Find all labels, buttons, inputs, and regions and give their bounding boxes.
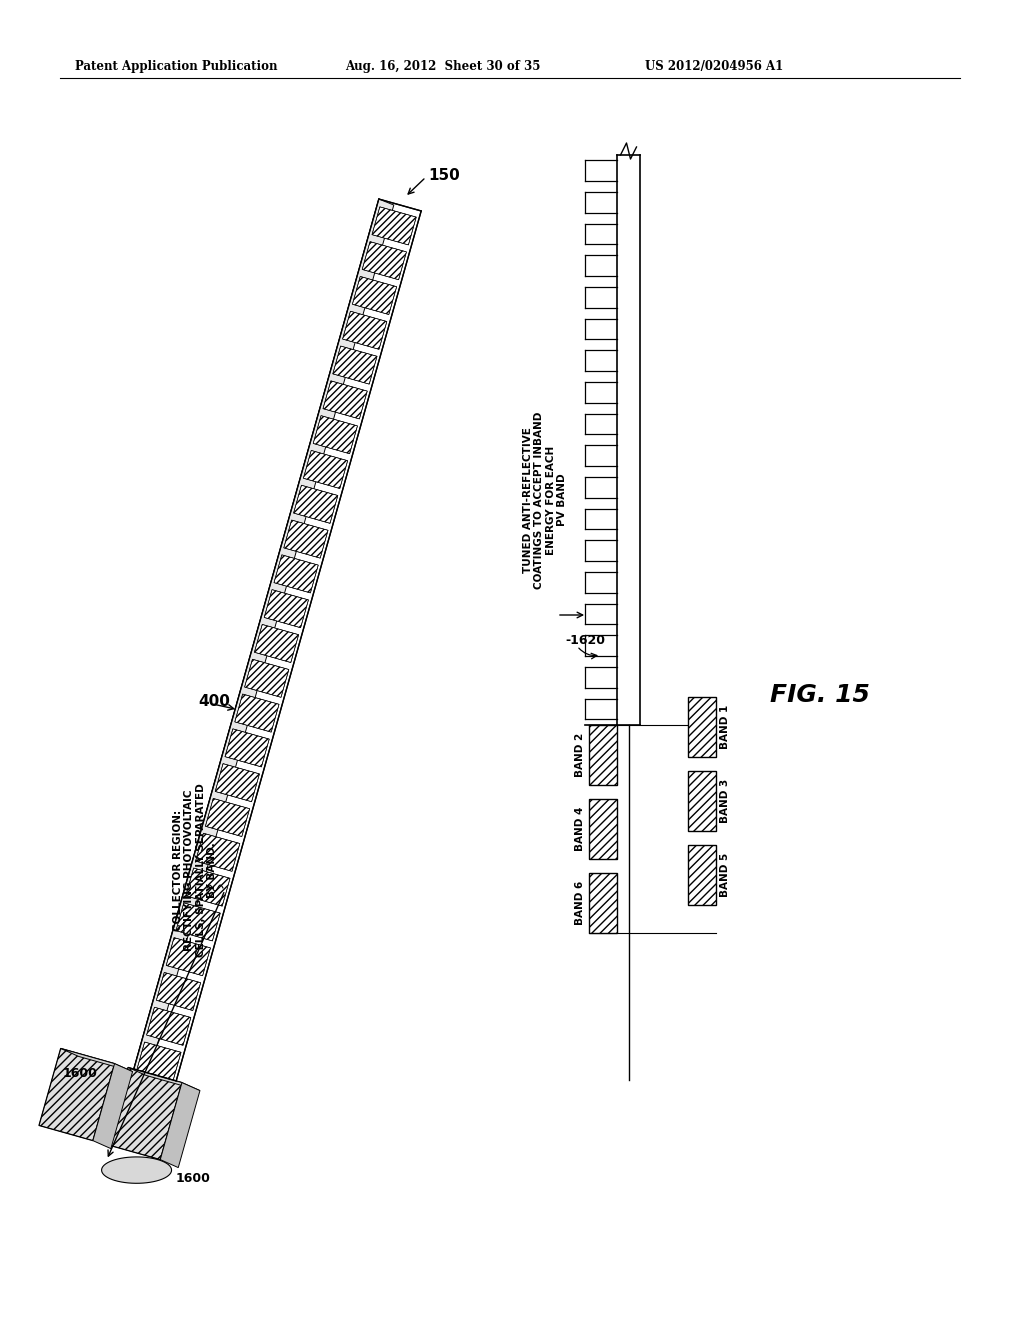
- Polygon shape: [303, 450, 348, 488]
- Text: 1600: 1600: [62, 1068, 97, 1081]
- Polygon shape: [323, 381, 368, 418]
- Text: COLLECTOR REGION:
RECTIFYING PHOTOVOLTAIC
CELLS, SPATIALLY SEPARATED
BY BAND.: COLLECTOR REGION: RECTIFYING PHOTOVOLTAI…: [173, 783, 217, 957]
- Polygon shape: [93, 1064, 132, 1148]
- Text: US 2012/0204956 A1: US 2012/0204956 A1: [645, 59, 783, 73]
- Text: 150: 150: [428, 168, 460, 182]
- Bar: [589, 799, 617, 859]
- Polygon shape: [294, 486, 338, 523]
- Polygon shape: [274, 554, 318, 593]
- Text: FIG. 15: FIG. 15: [770, 682, 870, 708]
- Polygon shape: [60, 1048, 132, 1072]
- Polygon shape: [352, 276, 396, 314]
- Polygon shape: [206, 799, 250, 837]
- Bar: [688, 771, 716, 832]
- Polygon shape: [106, 1068, 182, 1159]
- Polygon shape: [254, 624, 299, 663]
- Polygon shape: [166, 937, 211, 975]
- Polygon shape: [264, 590, 308, 628]
- Polygon shape: [101, 1156, 172, 1183]
- Bar: [589, 799, 617, 859]
- Text: BAND 5: BAND 5: [720, 853, 730, 898]
- Bar: [589, 725, 617, 785]
- Text: TUNED ANTI-REFLECTIVE
COATINGS TO ACCEPT INBAND
ENERGY FOR EACH
PV BAND: TUNED ANTI-REFLECTIVE COATINGS TO ACCEPT…: [522, 412, 567, 589]
- Bar: [589, 725, 617, 785]
- Polygon shape: [196, 833, 240, 871]
- Text: BAND 3: BAND 3: [720, 779, 730, 824]
- Bar: [688, 697, 716, 756]
- Polygon shape: [234, 694, 280, 733]
- Text: BAND 1: BAND 1: [720, 705, 730, 750]
- Polygon shape: [313, 416, 357, 454]
- Polygon shape: [137, 1041, 181, 1080]
- Polygon shape: [176, 903, 220, 941]
- Polygon shape: [185, 869, 230, 906]
- Polygon shape: [128, 1068, 200, 1090]
- Text: Patent Application Publication: Patent Application Publication: [75, 59, 278, 73]
- Polygon shape: [161, 1082, 200, 1168]
- Text: 1600: 1600: [176, 1172, 211, 1184]
- Bar: [688, 845, 716, 906]
- Polygon shape: [215, 764, 259, 801]
- Polygon shape: [225, 729, 269, 767]
- Text: BAND 2: BAND 2: [575, 733, 585, 777]
- Bar: [589, 873, 617, 933]
- Bar: [688, 845, 716, 906]
- Polygon shape: [245, 659, 289, 697]
- Bar: [688, 697, 716, 756]
- Bar: [589, 873, 617, 933]
- Polygon shape: [333, 346, 377, 384]
- Text: -1620: -1620: [565, 634, 605, 647]
- Polygon shape: [39, 1048, 115, 1140]
- Bar: [688, 771, 716, 832]
- Text: BAND 6: BAND 6: [575, 880, 585, 925]
- Polygon shape: [134, 199, 421, 1081]
- Polygon shape: [284, 520, 328, 558]
- Polygon shape: [372, 207, 416, 246]
- Text: 400: 400: [198, 694, 229, 709]
- Polygon shape: [134, 199, 394, 1074]
- Polygon shape: [343, 312, 387, 350]
- Polygon shape: [362, 242, 407, 280]
- Polygon shape: [146, 1007, 190, 1045]
- Text: Aug. 16, 2012  Sheet 30 of 35: Aug. 16, 2012 Sheet 30 of 35: [345, 59, 541, 73]
- Text: BAND 4: BAND 4: [575, 807, 585, 851]
- Polygon shape: [157, 973, 201, 1011]
